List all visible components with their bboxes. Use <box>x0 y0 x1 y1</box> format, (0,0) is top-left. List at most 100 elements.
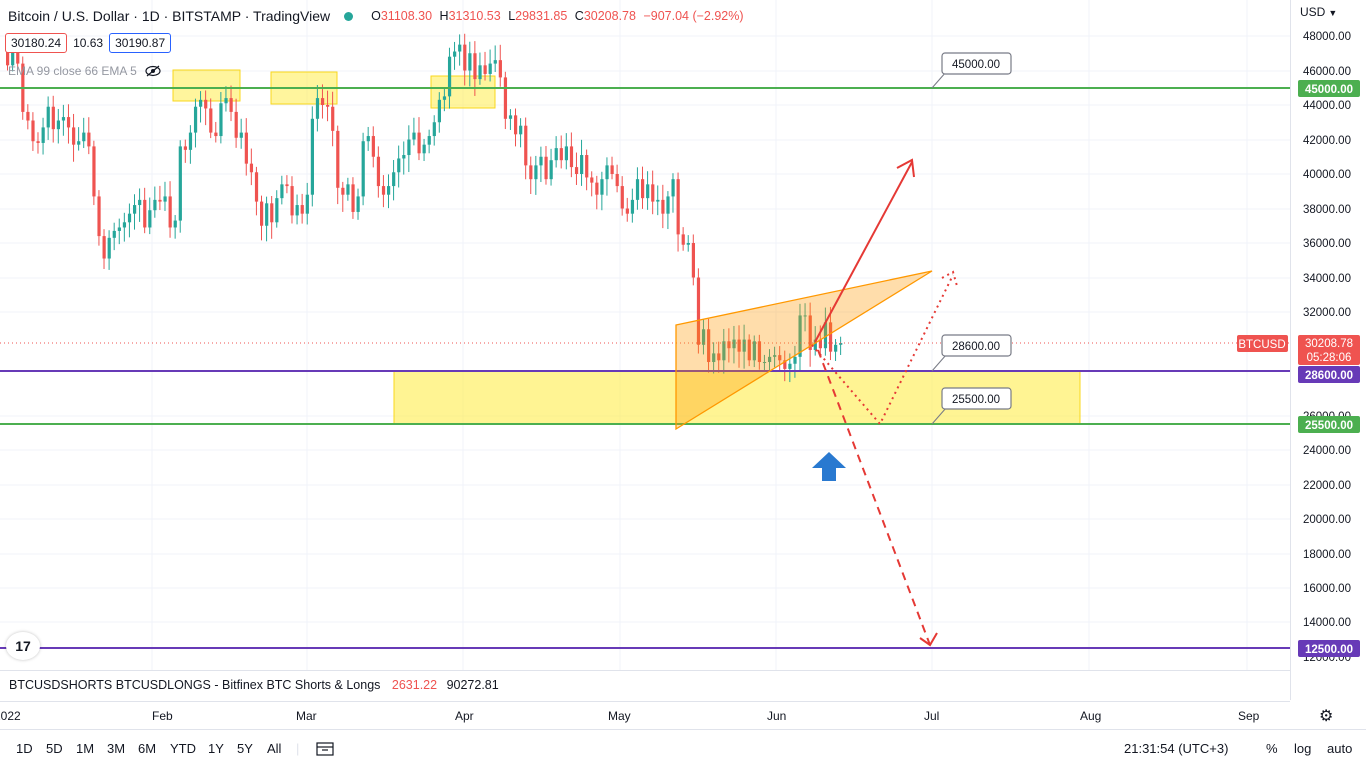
price-tick: 22000.00 <box>1303 480 1351 492</box>
candle-body <box>463 44 467 71</box>
candle-body <box>173 220 177 228</box>
gear-icon[interactable]: ⚙ <box>1319 708 1334 725</box>
candle-body <box>539 156 543 166</box>
time-label: Aug <box>1080 709 1101 723</box>
candle-body <box>803 315 807 317</box>
range-ytd-button[interactable]: YTD <box>170 741 196 756</box>
bottom-toolbar: 1D 5D 1M 3M 6M YTD 1Y 5Y All | 21:31:54 … <box>0 729 1366 768</box>
candle-body <box>590 177 594 183</box>
price-tick: 34000.00 <box>1303 273 1351 285</box>
range-1y-button[interactable]: 1Y <box>208 741 224 756</box>
candle-body <box>122 222 127 228</box>
candle-body <box>158 199 162 202</box>
candle-body <box>209 108 213 133</box>
indicator-pane[interactable]: BTCUSDSHORTS BTCUSDLONGS - Bitfinex BTC … <box>0 670 1290 701</box>
indicator-legend[interactable]: BTCUSDSHORTS BTCUSDLONGS - Bitfinex BTC … <box>9 678 499 692</box>
candle-body <box>300 205 304 214</box>
candle-body <box>61 117 66 121</box>
candle-body <box>630 199 635 214</box>
sell-price-button[interactable]: 30180.24 <box>5 33 68 53</box>
range-3m-button[interactable]: 3M <box>107 741 126 756</box>
dotted-scenario-path[interactable] <box>811 270 958 426</box>
bearish-dashed-arrow[interactable] <box>817 349 938 647</box>
open-label: O <box>371 9 381 23</box>
ema-indicator-legend[interactable]: EMA 99 close 66 EMA 5 <box>8 64 161 78</box>
candle-body <box>508 115 513 119</box>
range-1d-button[interactable]: 1D <box>16 741 33 756</box>
candle-body <box>483 65 487 74</box>
tradingview-logo-icon[interactable]: 17 <box>6 632 40 660</box>
candle-body <box>234 111 238 138</box>
chart-legend: Bitcoin / U.S. Dollar · 1D · BITSTAMP · … <box>8 8 744 24</box>
eye-off-icon[interactable] <box>145 65 161 77</box>
spread-value: 10.63 <box>73 36 104 50</box>
chart-pane[interactable]: 45000.00 28600.00 25500.00 BTCUSD Bitcoi… <box>0 0 1290 670</box>
candle-body <box>554 148 558 161</box>
candle-body <box>732 339 736 349</box>
candle-body <box>346 184 350 195</box>
clock-display[interactable]: 21:31:54 (UTC+3) <box>1124 741 1229 756</box>
buy-price-button[interactable]: 30190.87 <box>109 33 172 53</box>
candle-body <box>473 53 477 80</box>
last-price-text: 30208.78 <box>1305 338 1353 350</box>
candle-body <box>107 237 111 259</box>
low-value: 29831.85 <box>515 9 568 23</box>
range-1m-button[interactable]: 1M <box>76 741 95 756</box>
callout-45000-text: 45000.00 <box>952 59 1000 71</box>
grid <box>0 0 1290 670</box>
blue-up-arrow-icon[interactable] <box>812 452 846 481</box>
candle-body <box>193 106 198 133</box>
candle-body <box>117 227 121 231</box>
candle-body <box>41 127 45 143</box>
time-scale[interactable]: 2022 Feb Mar Apr May Jun Jul Aug Sep <box>0 701 1290 729</box>
currency-selector[interactable]: USD ▼ <box>1300 5 1337 19</box>
compare-icon[interactable] <box>316 741 334 757</box>
candle-body <box>681 234 685 245</box>
candle-body <box>254 172 259 202</box>
candle-body <box>712 353 716 363</box>
candle-body <box>92 146 96 197</box>
symbol-title[interactable]: Bitcoin / U.S. Dollar · 1D · BITSTAMP · … <box>8 8 331 24</box>
candle-body <box>422 144 426 154</box>
indicator-value-1: 2631.22 <box>391 678 438 692</box>
level-tag-25500-text: 25500.00 <box>1305 420 1353 432</box>
candle-body <box>102 236 106 259</box>
candle-body <box>51 106 55 130</box>
callout-45000[interactable]: 45000.00 <box>931 52 1012 89</box>
time-label: Apr <box>455 709 474 723</box>
price-tick: 48000.00 <box>1303 31 1351 43</box>
range-5y-button[interactable]: 5Y <box>237 741 253 756</box>
candle-body <box>503 77 508 119</box>
range-6m-button[interactable]: 6M <box>138 741 157 756</box>
rising-wedge[interactable] <box>675 270 933 431</box>
candle-body <box>524 125 528 166</box>
candle-body <box>442 96 447 100</box>
resistance-zone-1[interactable] <box>172 69 241 102</box>
candle-body <box>676 179 680 235</box>
candle-body <box>529 165 533 180</box>
range-all-button[interactable]: All <box>267 741 282 756</box>
callout-25500[interactable]: 25500.00 <box>931 387 1012 425</box>
market-status-icon[interactable] <box>344 11 354 21</box>
bullish-arrow[interactable] <box>814 158 915 343</box>
price-scale[interactable]: 48000.00 46000.00 44000.00 42000.00 4000… <box>1290 0 1366 700</box>
candle-body <box>407 139 411 156</box>
candle-body <box>178 146 182 221</box>
time-label: Sep <box>1238 709 1260 723</box>
range-5d-button[interactable]: 5D <box>46 741 63 756</box>
candle-body <box>646 184 650 199</box>
price-tick: 14000.00 <box>1303 617 1351 629</box>
price-tick: 32000.00 <box>1303 307 1351 319</box>
callout-28600[interactable]: 28600.00 <box>931 334 1012 372</box>
candle-body <box>320 98 325 105</box>
chart-canvas[interactable]: 45000.00 28600.00 25500.00 BTCUSD <box>0 0 1290 670</box>
log-toggle[interactable]: log <box>1294 741 1312 756</box>
resistance-zone-3[interactable] <box>430 75 496 109</box>
open-value: 31108.30 <box>380 9 433 23</box>
candle-body <box>498 60 502 78</box>
auto-toggle[interactable]: auto <box>1327 741 1353 756</box>
percent-toggle[interactable]: % <box>1266 741 1278 756</box>
logo-text: 17 <box>15 638 31 654</box>
candle-body <box>696 277 701 345</box>
candle-body <box>260 201 264 226</box>
